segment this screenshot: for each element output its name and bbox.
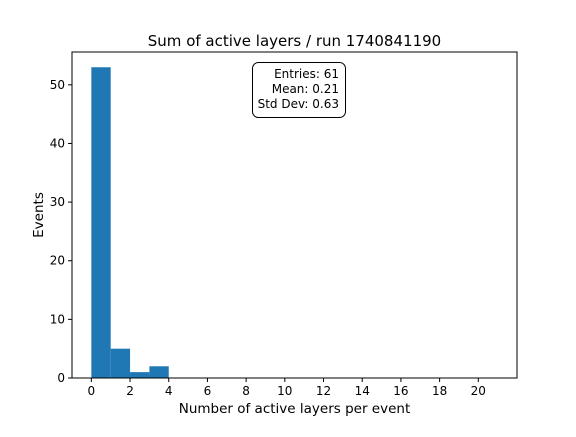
y-tick-label: 10 [50, 312, 65, 326]
x-tick-label: 10 [277, 384, 292, 398]
histogram-bar-3 [149, 366, 169, 378]
y-tick-label: 30 [50, 195, 65, 209]
y-tick-label: 50 [50, 78, 65, 92]
stats-entries: Entries: 61 [274, 67, 339, 81]
histogram-bar-1 [110, 348, 131, 378]
x-axis-label: Number of active layers per event [179, 401, 411, 417]
x-tick-label: 2 [126, 384, 134, 398]
y-axis-ticks: 0 10 20 30 40 50 [50, 78, 72, 385]
stats-std-dev: Std Dev: 0.63 [258, 97, 339, 111]
x-tick-label: 20 [471, 384, 486, 398]
histogram-bar-0 [91, 67, 111, 379]
plot-frame [71, 51, 518, 379]
x-tick-label: 4 [165, 384, 173, 398]
x-axis-ticks: 0 2 4 6 8 10 12 14 16 18 20 [88, 378, 486, 398]
x-tick-label: 6 [204, 384, 212, 398]
y-tick-label: 20 [50, 254, 65, 268]
x-tick-label: 16 [393, 384, 408, 398]
bars-group [91, 67, 169, 379]
x-tick-label: 0 [88, 384, 96, 398]
stats-box: Entries: 61 Mean: 0.21 Std Dev: 0.63 [252, 62, 346, 118]
x-tick-label: 8 [242, 384, 250, 398]
y-tick-label: 40 [50, 136, 65, 150]
stats-mean: Mean: 0.21 [272, 82, 339, 96]
chart-title: Sum of active layers / run 1740841190 [148, 32, 441, 50]
x-tick-label: 12 [316, 384, 331, 398]
x-tick-label: 18 [432, 384, 447, 398]
x-tick-label: 14 [355, 384, 370, 398]
stats-box-frame [252, 62, 346, 118]
y-tick-label: 0 [57, 371, 65, 385]
histogram-bar-2 [130, 372, 150, 378]
y-axis-label: Events [31, 192, 47, 238]
